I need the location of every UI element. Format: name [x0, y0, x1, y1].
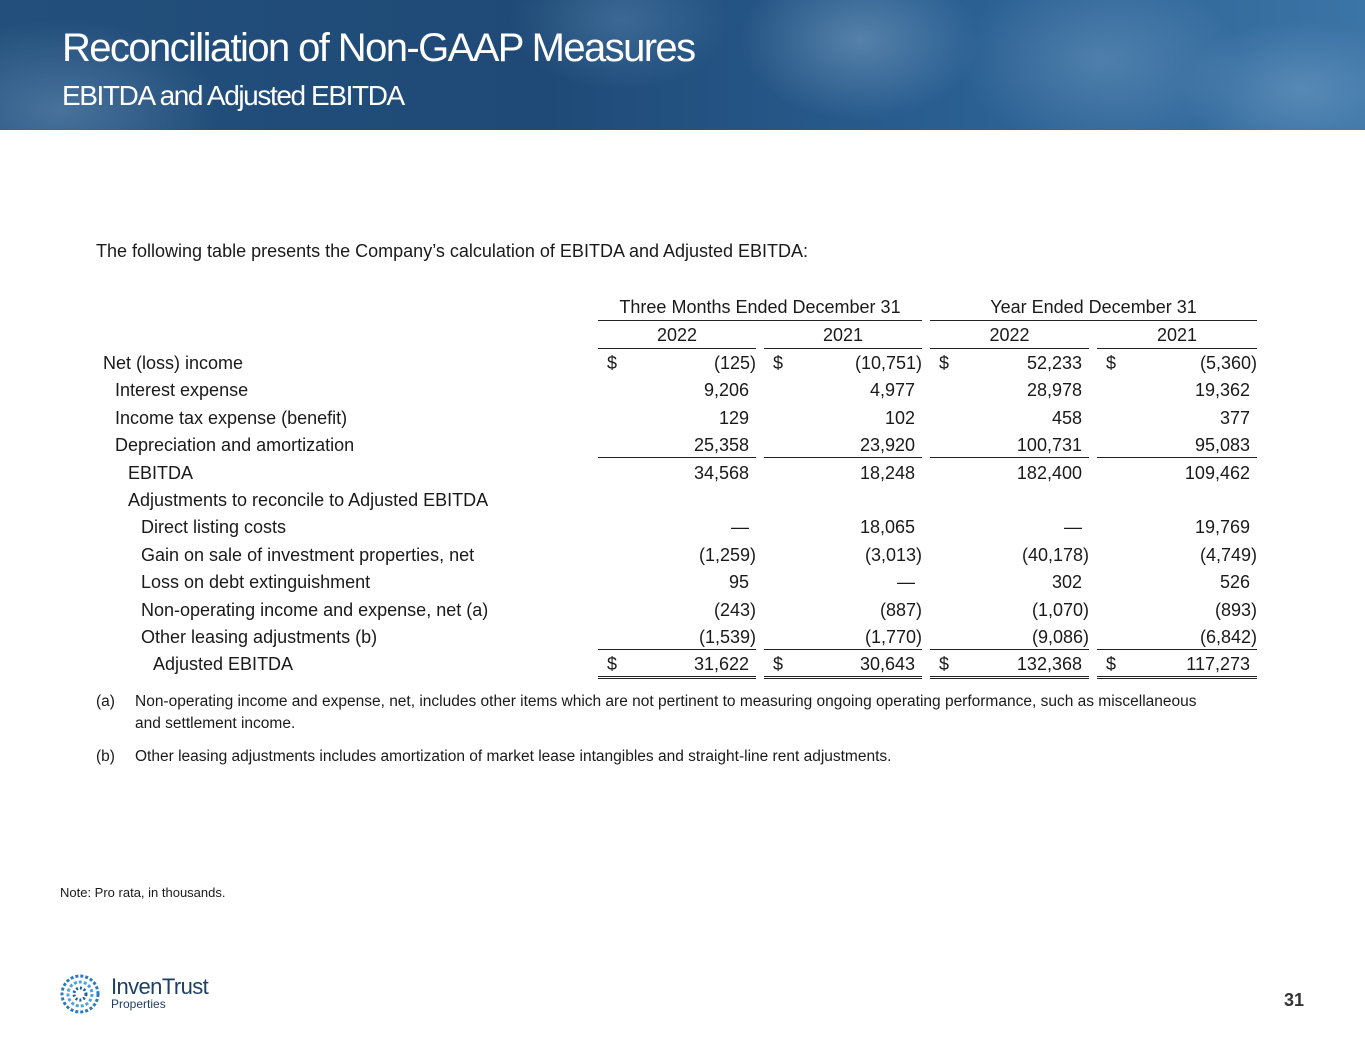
row-label: Depreciation and amortization	[115, 435, 355, 456]
value-cell: 31,622	[598, 652, 756, 680]
footnote-marker: (b)	[96, 748, 115, 765]
value-cell: 302	[1051, 572, 1082, 593]
footnote-text: Other leasing adjustments includes amort…	[135, 748, 892, 765]
footnote-marker: (a)	[96, 693, 115, 710]
value-cell: 23,920	[764, 433, 922, 459]
logo-mark	[60, 974, 100, 1014]
currency-symbol: $	[939, 353, 950, 373]
currency-symbol: $	[607, 353, 618, 373]
row-label: Non-operating income and expense, net (a…	[141, 599, 489, 620]
column-header: 2022	[930, 324, 1089, 349]
row-label: Interest expense	[115, 380, 249, 401]
subtitle: EBITDA and Adjusted EBITDA	[62, 80, 405, 111]
value-cell: (1,070)	[1031, 599, 1089, 620]
value-cell: (1,770)	[764, 625, 922, 650]
value-cell: 95	[728, 572, 749, 593]
currency-symbol: $	[1106, 654, 1117, 675]
value-cell: 109,462	[1184, 462, 1250, 483]
value-cell: 18,065	[859, 517, 915, 538]
value-cell: 9,206	[703, 380, 749, 401]
value-cell: 18,248	[859, 462, 915, 483]
value-cell: 34,568	[693, 462, 749, 483]
intro-text: The following table presents the Company…	[96, 241, 809, 261]
currency-symbol: $	[607, 654, 618, 675]
logo-name: InvenTrust	[111, 974, 209, 999]
value-cell: (5,360)	[1199, 353, 1257, 373]
value-cell: 52,233	[1026, 353, 1082, 373]
value-cell: 526	[1219, 572, 1250, 593]
value-cell: 129	[718, 407, 749, 428]
row-label: Loss on debt extinguishment	[141, 572, 371, 593]
value-cell: (40,178)	[1021, 544, 1089, 565]
value-cell: 4,977	[869, 380, 915, 401]
value-cell: 100,731	[930, 433, 1089, 459]
row-label: Adjustments to reconcile to Adjusted EBI…	[128, 490, 489, 510]
value-cell: (6,842)	[1097, 625, 1257, 650]
value-cell: (887)	[879, 599, 922, 620]
value-cell: 28,978	[1026, 380, 1082, 401]
column-group: Three Months Ended December 31	[598, 296, 922, 321]
logo-sub: Properties	[111, 997, 166, 1011]
header-banner	[0, 0, 1365, 130]
column-header: 2021	[1097, 324, 1257, 349]
row-label: Adjusted EBITDA	[153, 654, 294, 675]
value-cell: 19,362	[1194, 380, 1250, 401]
value-cell: —	[1064, 517, 1082, 538]
row-label: Gain on sale of investment properties, n…	[141, 544, 475, 565]
row-label: Direct listing costs	[141, 517, 287, 538]
currency-symbol: $	[773, 353, 784, 373]
value-cell: 95,083	[1097, 433, 1257, 459]
value-cell: (243)	[713, 599, 756, 620]
value-cell: (10,751)	[854, 353, 922, 373]
value-cell: 25,358	[598, 433, 756, 459]
value-cell: 132,368	[930, 652, 1089, 680]
value-cell: 182,400	[1016, 462, 1082, 483]
currency-symbol: $	[939, 654, 950, 675]
value-cell: 102	[884, 407, 915, 428]
footnote-text: Non-operating income and expense, net, i…	[135, 693, 1197, 732]
value-cell: —	[731, 517, 749, 538]
row-label: EBITDA	[128, 462, 194, 483]
currency-symbol: $	[773, 654, 784, 675]
value-cell: (3,013)	[864, 544, 922, 565]
value-cell: 19,769	[1194, 517, 1250, 538]
value-cell: (4,749)	[1199, 544, 1257, 565]
column-group: Year Ended December 31	[930, 296, 1257, 321]
value-cell: (125)	[713, 353, 756, 373]
value-cell: 458	[1051, 407, 1082, 428]
value-cell: 117,273	[1097, 652, 1257, 680]
note: Note: Pro rata, in thousands.	[60, 885, 226, 900]
value-cell: —	[897, 572, 915, 593]
value-cell: (1,259)	[698, 544, 756, 565]
column-header: 2022	[598, 324, 756, 349]
currency-symbol: $	[1106, 353, 1117, 373]
value-cell: 30,643	[764, 652, 922, 680]
row-label: Net (loss) income	[103, 353, 244, 373]
value-cell: 377	[1219, 407, 1250, 428]
row-label: Income tax expense (benefit)	[115, 407, 348, 428]
value-cell: (893)	[1214, 599, 1257, 620]
column-header: 2021	[764, 324, 922, 349]
value-cell: (1,539)	[598, 625, 756, 650]
page-number: 31	[1284, 990, 1305, 1010]
row-label: Other leasing adjustments (b)	[141, 627, 378, 647]
value-cell: (9,086)	[930, 625, 1089, 650]
title: Reconciliation of Non-GAAP Measures	[62, 26, 696, 70]
